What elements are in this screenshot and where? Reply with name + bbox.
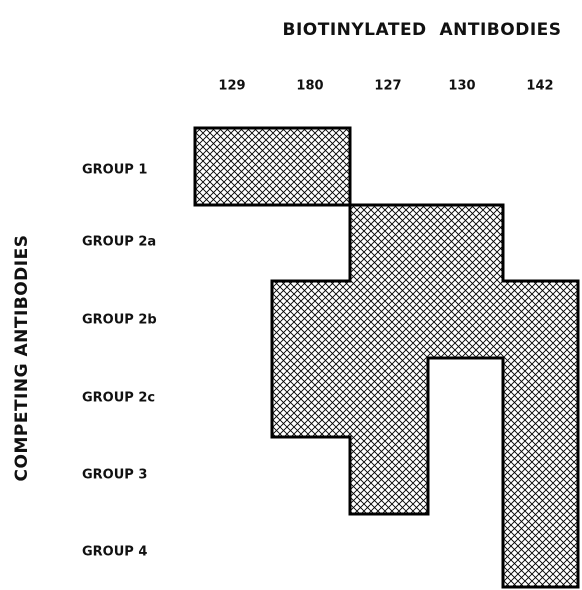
group2-block (270, 203, 580, 589)
column-label: 127 (374, 79, 401, 94)
row-label: GROUP 1 (82, 163, 147, 178)
row-label: GROUP 3 (82, 468, 147, 483)
column-label: 129 (218, 79, 245, 94)
group1-block (193, 126, 352, 207)
column-label: 130 (448, 79, 475, 94)
column-label: 180 (296, 79, 323, 94)
diagram-title: BIOTINYLATED ANTIBODIES (282, 20, 561, 40)
row-label: GROUP 2b (82, 313, 157, 328)
side-title: COMPETING ANTIBODIES (12, 235, 32, 482)
row-label: GROUP 2c (82, 391, 155, 406)
column-label: 142 (526, 79, 553, 94)
row-label: GROUP 4 (82, 545, 147, 560)
row-label: GROUP 2a (82, 235, 156, 250)
